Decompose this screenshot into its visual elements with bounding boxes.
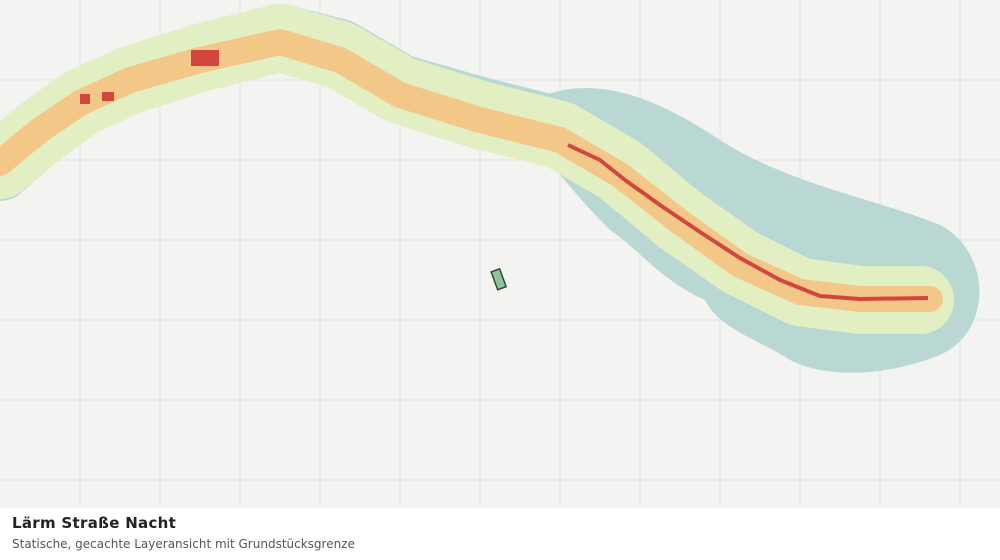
parcel-boundary [490, 267, 508, 291]
caption: Lärm Straße Nacht Statische, gecachte La… [0, 508, 1000, 560]
map-view [0, 0, 1000, 508]
noise-zone-high [102, 92, 114, 101]
noise-zone-high [191, 50, 219, 66]
noise-zone-high [567, 143, 929, 301]
map-title: Lärm Straße Nacht [12, 514, 177, 532]
noise-zone-high [80, 94, 90, 104]
noise-zone-inner [0, 29, 943, 312]
map-subtitle: Statische, gecachte Layeransicht mit Gru… [12, 537, 355, 551]
